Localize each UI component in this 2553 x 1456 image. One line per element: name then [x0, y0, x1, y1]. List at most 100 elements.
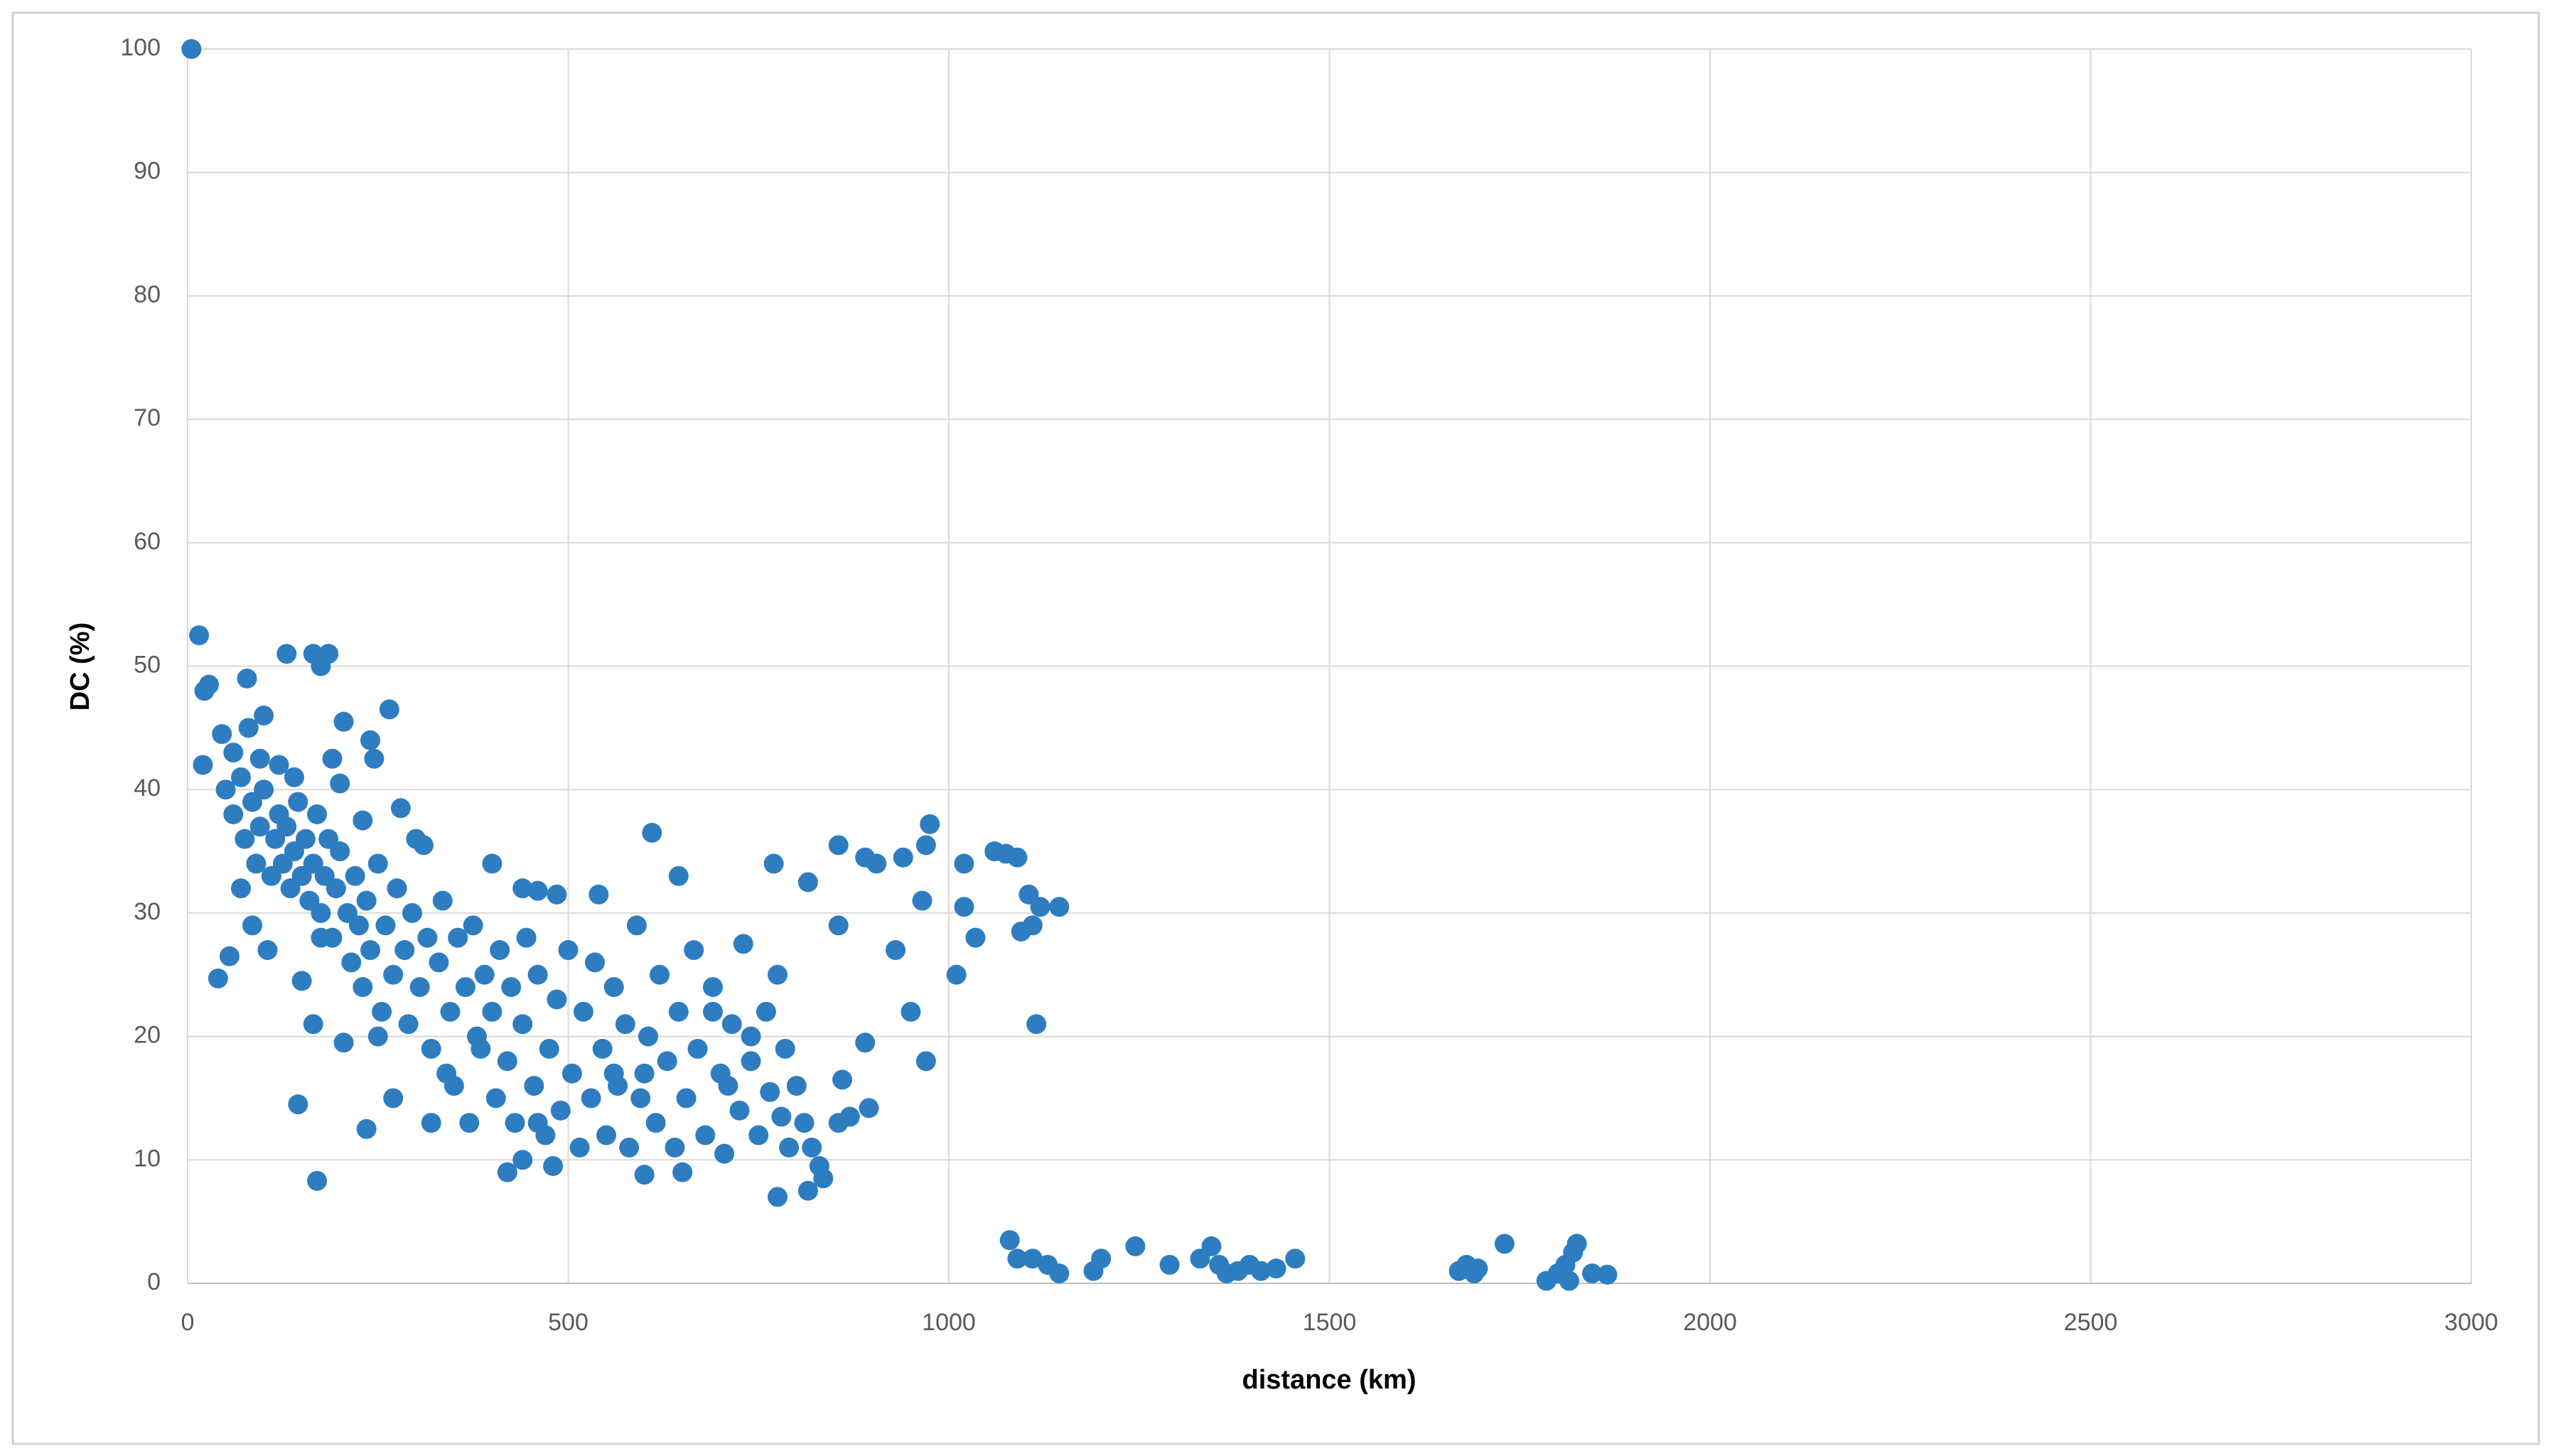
- scatter-point: [421, 1113, 441, 1133]
- x-tick-label: 1500: [1303, 1309, 1357, 1336]
- scatter-point: [634, 1063, 655, 1084]
- scatter-point: [676, 1088, 697, 1109]
- scatter-point: [794, 1113, 815, 1133]
- scatter-point: [573, 1001, 593, 1022]
- scatter-point: [421, 1038, 441, 1059]
- scatter-point: [254, 705, 274, 726]
- scatter-point: [915, 835, 936, 856]
- scatter-point: [1030, 897, 1050, 917]
- scatter-point: [588, 884, 609, 905]
- scatter-point: [832, 1069, 853, 1090]
- scatter-point: [1494, 1234, 1515, 1254]
- scatter-point: [482, 1001, 502, 1022]
- scatter-point: [448, 927, 468, 948]
- scatter-point: [333, 711, 354, 732]
- scatter-point: [230, 767, 251, 787]
- scatter-point: [550, 1100, 571, 1121]
- scatter-point: [695, 1125, 716, 1145]
- scatter-point: [768, 1187, 788, 1207]
- scatter-point: [763, 853, 784, 874]
- scatter-point: [1559, 1271, 1579, 1291]
- scatter-point: [584, 952, 605, 973]
- scatter-point: [1201, 1236, 1222, 1256]
- scatter-point: [619, 1137, 640, 1158]
- scatter-point: [237, 668, 257, 689]
- scatter-point: [809, 1155, 829, 1176]
- scatter-point: [672, 1162, 693, 1182]
- scatter-point: [946, 964, 967, 985]
- scatter-point: [828, 915, 849, 936]
- scatter-point: [238, 718, 259, 738]
- scatter-point: [828, 835, 849, 856]
- x-tick-label: 500: [548, 1309, 588, 1336]
- scatter-point: [501, 977, 522, 998]
- scatter-point: [1597, 1264, 1618, 1285]
- scatter-point: [429, 952, 449, 973]
- scatter-point: [235, 829, 255, 849]
- scatter-point: [866, 853, 887, 874]
- scatter-point: [965, 927, 986, 948]
- scatter-point: [527, 880, 548, 901]
- scatter-point: [1022, 915, 1043, 936]
- y-tick-label: 50: [134, 651, 161, 678]
- scatter-point: [1266, 1258, 1286, 1279]
- scatter-point: [276, 644, 297, 664]
- scatter-point: [1125, 1236, 1146, 1256]
- scatter-point: [915, 1051, 936, 1072]
- chart-frame: [11, 11, 2540, 1445]
- x-tick-label: 2500: [2064, 1309, 2118, 1336]
- scatter-point: [353, 977, 373, 998]
- scatter-point: [497, 1162, 517, 1182]
- scatter-point: [859, 1098, 879, 1118]
- scatter-point: [1566, 1234, 1587, 1254]
- scatter-point: [615, 1014, 635, 1035]
- scatter-point: [516, 927, 537, 948]
- scatter-point: [356, 890, 377, 911]
- scatter-point: [539, 1038, 559, 1059]
- scatter-point: [414, 835, 434, 856]
- scatter-point: [721, 1014, 742, 1035]
- scatter-point: [330, 773, 350, 794]
- scatter-point: [645, 1113, 666, 1133]
- scatter-point: [341, 952, 362, 973]
- scatter-point: [398, 1014, 419, 1035]
- scatter-point: [208, 968, 228, 988]
- scatter-point: [1007, 1249, 1028, 1269]
- scatter-point: [512, 1150, 533, 1170]
- scatter-point: [1049, 1263, 1070, 1284]
- scatter-point: [912, 890, 932, 911]
- scatter-point: [212, 724, 232, 745]
- scatter-point: [702, 977, 723, 998]
- scatter-point: [223, 804, 244, 824]
- scatter-point: [1091, 1249, 1112, 1269]
- scatter-point: [276, 816, 297, 837]
- scatter-point: [360, 730, 381, 750]
- scatter-point: [547, 884, 567, 905]
- scatter-point: [318, 644, 339, 664]
- scatter-point: [409, 977, 430, 998]
- scatter-point: [741, 1026, 761, 1047]
- scatter-point: [665, 1137, 685, 1158]
- scatter-point: [257, 940, 278, 961]
- x-tick-label: 0: [181, 1309, 195, 1336]
- scatter-point: [485, 1088, 506, 1109]
- scatter-point: [288, 1094, 308, 1115]
- scatter-point: [775, 1038, 795, 1059]
- scatter-point: [198, 674, 219, 695]
- scatter-point: [901, 1001, 921, 1022]
- scatter-point: [512, 878, 533, 899]
- scatter-point: [1468, 1258, 1488, 1279]
- scatter-point: [269, 755, 289, 775]
- y-tick-label: 70: [134, 404, 161, 431]
- scatter-point: [459, 1113, 480, 1133]
- scatter-point: [954, 897, 974, 917]
- scatter-point: [288, 792, 308, 812]
- scatter-point: [367, 1026, 388, 1047]
- scatter-point: [383, 964, 404, 985]
- scatter-point: [193, 755, 213, 775]
- y-tick-label: 20: [134, 1022, 161, 1049]
- scatter-point: [634, 1165, 655, 1185]
- scatter-point: [630, 1088, 651, 1109]
- scatter-point: [215, 780, 236, 800]
- scatter-point: [455, 977, 475, 998]
